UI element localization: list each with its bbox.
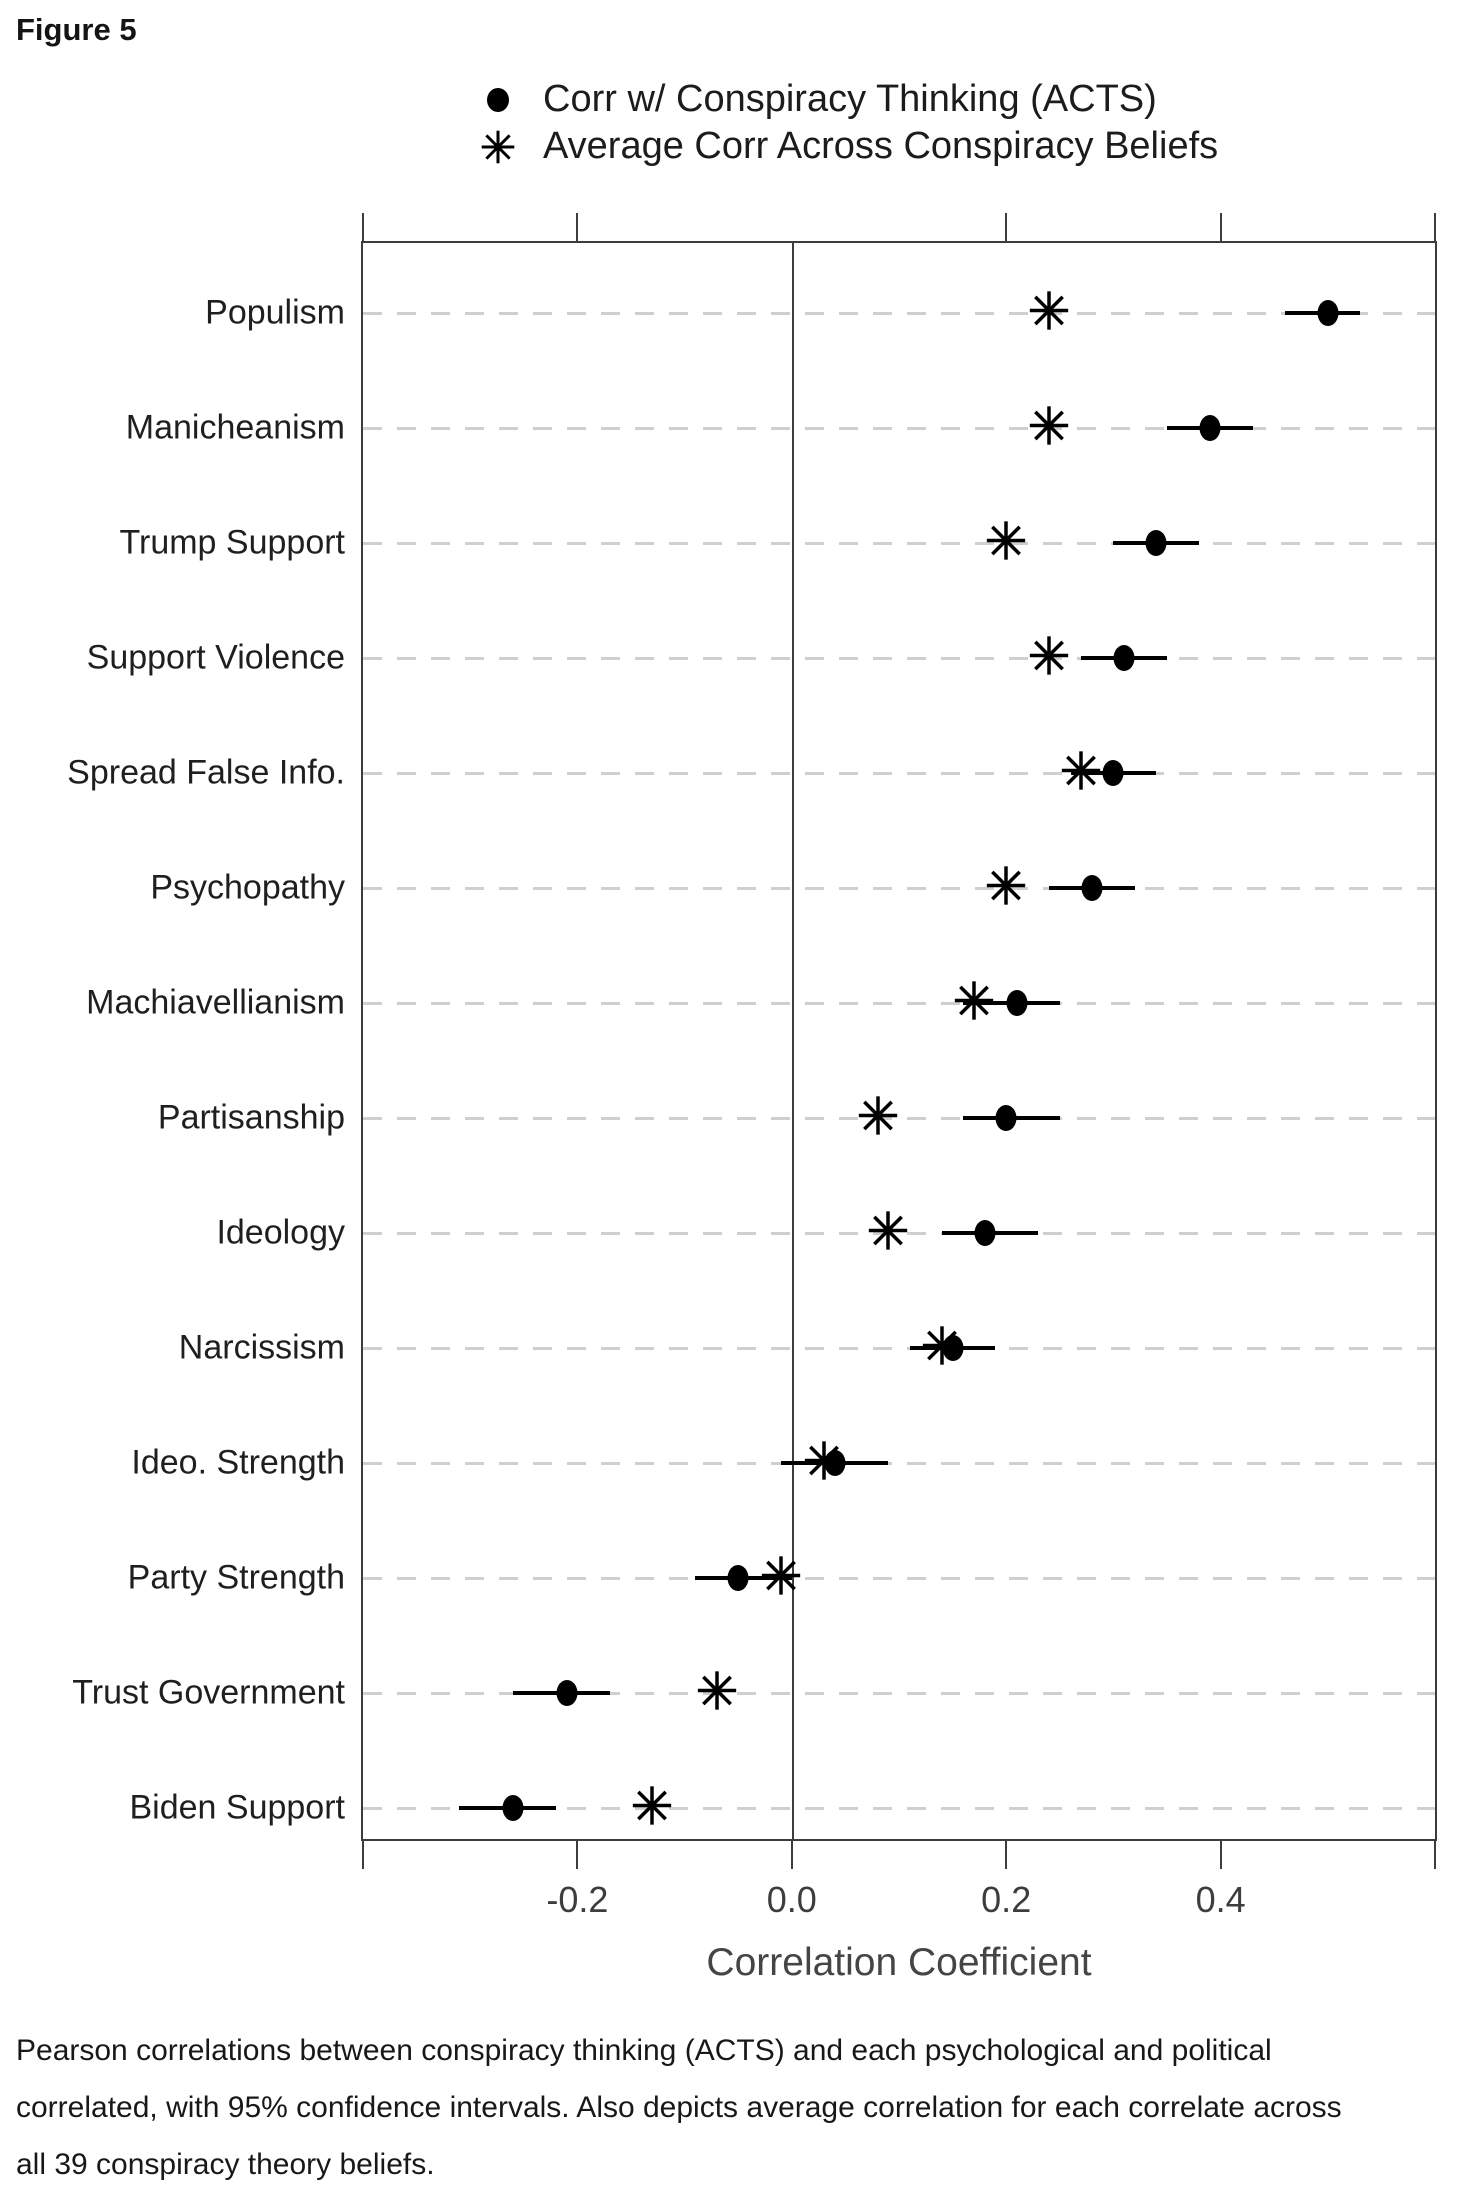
dot-marker: [502, 1795, 524, 1821]
row-label: Spread False Info.: [67, 753, 345, 792]
asterisk-marker: [986, 866, 1026, 911]
asterisk-marker: [632, 1786, 672, 1831]
x-tick: [790, 1841, 793, 1869]
row-label: Ideo. Strength: [131, 1443, 345, 1482]
x-tick: [576, 213, 579, 241]
x-tick: [362, 1841, 364, 1869]
gridline: [363, 1462, 1435, 1465]
gridline: [363, 1807, 1435, 1810]
dot-marker: [1199, 415, 1221, 441]
row-label: Narcissism: [178, 1328, 345, 1367]
asterisk-marker: [986, 521, 1026, 566]
dot-icon: [475, 87, 521, 112]
caption-line: all 39 conspiracy theory beliefs.: [16, 2148, 435, 2181]
row-label: Support Violence: [86, 638, 345, 677]
x-tick: [1434, 1841, 1436, 1869]
x-tick-label: 0.0: [766, 1879, 817, 1920]
gridline: [363, 1002, 1435, 1005]
x-tick: [1434, 213, 1436, 241]
caption-line: Pearson correlations between conspiracy …: [16, 2034, 1272, 2067]
x-tick-label: -0.2: [546, 1879, 609, 1920]
asterisk-marker: [1061, 751, 1101, 796]
row-label: Partisanship: [157, 1098, 345, 1137]
dot-marker: [1145, 530, 1167, 556]
gridline: [363, 772, 1435, 775]
caption-line: correlated, with 95% confidence interval…: [16, 2091, 1342, 2124]
x-tick: [1219, 213, 1222, 241]
row-label: Machiavellianism: [86, 983, 345, 1022]
asterisk-icon: [475, 130, 521, 164]
plot-area: Populism Manicheanism Trump Support Support…: [67, 213, 1437, 1920]
legend-item-label: Average Corr Across Conspiracy Beliefs: [543, 125, 1219, 167]
dot-marker: [1006, 990, 1028, 1016]
asterisk-marker: [1029, 636, 1069, 681]
x-axis-title: Correlation Coefficient: [706, 1941, 1092, 1984]
gridline: [363, 1347, 1435, 1350]
x-tick-label: 0.4: [1195, 1879, 1246, 1920]
x-tick: [1005, 213, 1008, 241]
row-label: Biden Support: [129, 1788, 346, 1827]
dot-marker: [1102, 760, 1124, 786]
x-tick: [1005, 1841, 1008, 1869]
dot-marker: [1113, 645, 1135, 671]
x-tick: [362, 213, 364, 241]
dot-marker: [727, 1565, 749, 1591]
row-label: Manicheanism: [125, 408, 345, 447]
row-label: Trust Government: [72, 1673, 345, 1712]
x-tick: [1219, 1841, 1222, 1869]
legend-item-label: Corr w/ Conspiracy Thinking (ACTS): [543, 78, 1157, 120]
asterisk-marker: [697, 1671, 737, 1716]
dot-marker: [974, 1220, 996, 1246]
row-label: Populism: [205, 293, 345, 332]
dot-marker: [824, 1450, 846, 1476]
dot-marker: [556, 1680, 578, 1706]
figure-caption: Pearson correlations between conspiracy …: [16, 2022, 1342, 2193]
legend: Corr w/ Conspiracy Thinking (ACTS) Avera…: [475, 76, 1218, 170]
x-tick: [576, 1841, 579, 1869]
gridline: [363, 542, 1435, 545]
asterisk-marker: [1029, 291, 1069, 336]
asterisk-marker: [1029, 406, 1069, 451]
legend-item: Corr w/ Conspiracy Thinking (ACTS): [475, 76, 1218, 123]
gridline: [363, 312, 1435, 315]
row-label: Psychopathy: [150, 868, 345, 907]
dot-marker: [1081, 875, 1103, 901]
asterisk-marker: [868, 1211, 908, 1256]
gridline: [363, 657, 1435, 660]
gridline: [363, 1577, 1435, 1580]
x-tick-label: 0.2: [981, 1879, 1032, 1920]
gridline: [363, 1117, 1435, 1120]
row-label: Ideology: [216, 1213, 345, 1252]
gridline: [363, 887, 1435, 890]
legend-item: Average Corr Across Conspiracy Beliefs: [475, 123, 1218, 170]
zero-line: [791, 243, 794, 1839]
dot-marker: [942, 1335, 964, 1361]
asterisk-marker: [761, 1556, 801, 1601]
dot-marker: [995, 1105, 1017, 1131]
asterisk-marker: [954, 981, 994, 1026]
row-label: Trump Support: [119, 523, 346, 562]
row-label: Party Strength: [127, 1558, 345, 1597]
gridline: [363, 427, 1435, 430]
gridline: [363, 1692, 1435, 1695]
figure-title: Figure 5: [16, 12, 137, 47]
asterisk-marker: [858, 1096, 898, 1141]
dot-marker: [1317, 300, 1339, 326]
gridline: [363, 1232, 1435, 1235]
